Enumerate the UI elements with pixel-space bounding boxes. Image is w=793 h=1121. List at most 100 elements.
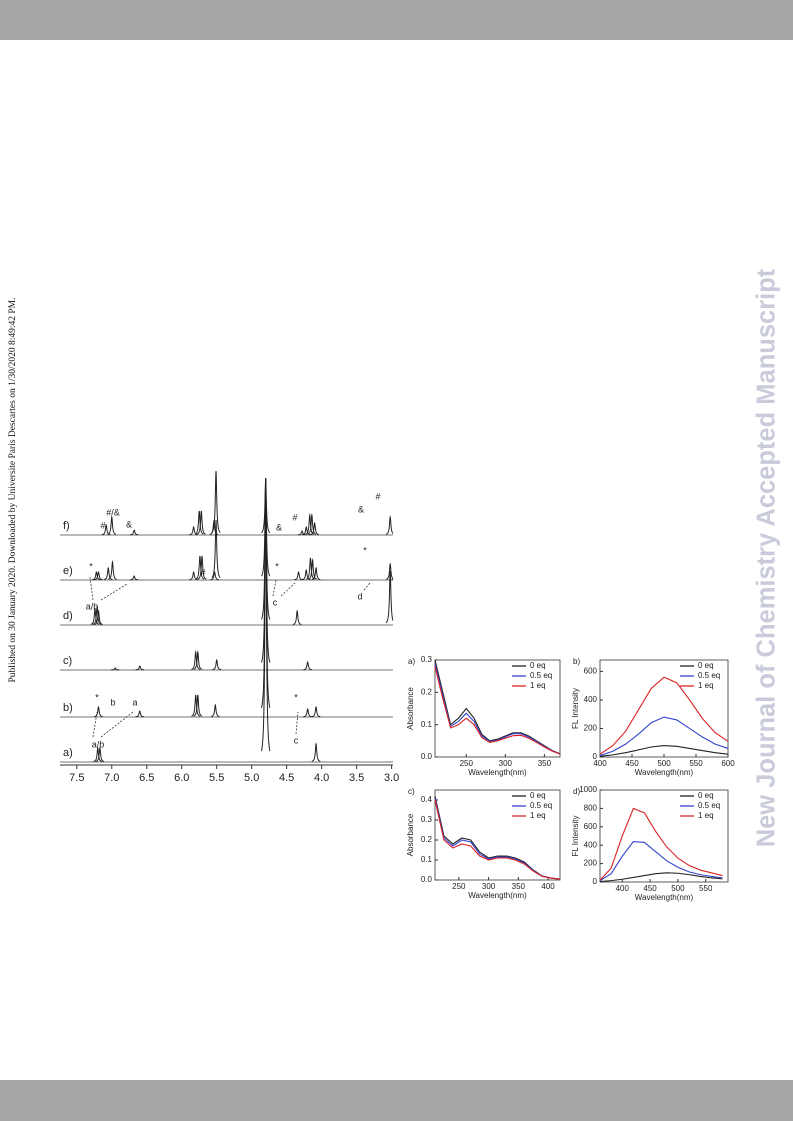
x-tick-label: 400 <box>541 882 555 891</box>
side-note: Published on 30 January 2020. Downloaded… <box>8 298 18 683</box>
series-line <box>599 872 723 883</box>
nmr-peak <box>303 708 312 718</box>
nmr-peak <box>294 571 303 581</box>
nmr-tick-label: 7.5 <box>69 772 84 784</box>
peak-annotation: * <box>89 561 93 571</box>
legend-label: 0 eq <box>698 791 714 800</box>
x-tick-label: 550 <box>689 759 703 768</box>
plot-frame <box>434 789 561 881</box>
trace-label: f) <box>63 520 70 532</box>
nmr-peak <box>94 705 103 718</box>
y-tick-label: 600 <box>584 667 598 676</box>
nmr-peak <box>311 566 321 581</box>
panel-label: b) <box>573 657 580 666</box>
nmr-peak <box>194 510 204 535</box>
y-axis-label: Absorbance <box>406 813 415 856</box>
nmr-peak <box>211 519 221 579</box>
nmr-tick-label: 5.0 <box>244 772 259 784</box>
nmr-peak <box>95 746 105 762</box>
plot-frame <box>434 659 561 758</box>
nmr-peak <box>197 555 207 580</box>
x-tick-label: 350 <box>538 759 552 768</box>
y-tick-label: 600 <box>584 822 598 831</box>
trace-label: c) <box>63 655 72 667</box>
nmr-peak <box>94 609 103 625</box>
series-line <box>434 659 561 755</box>
y-tick-label: 0 <box>593 752 598 761</box>
watermark: New Journal of Chemistry Accepted Manusc… <box>753 268 781 847</box>
panel-label: d) <box>573 787 580 796</box>
nmr-tick-label: 6.5 <box>139 772 154 784</box>
trace-label: e) <box>63 565 73 577</box>
peak-annotation: * <box>275 561 279 571</box>
y-tick-label: 0.0 <box>421 875 433 884</box>
legend-label: 1 eq <box>530 811 546 820</box>
trace-label: b) <box>63 702 73 714</box>
nmr-peak <box>210 571 219 581</box>
nmr-peak <box>191 650 201 670</box>
nmr-peak <box>90 607 100 625</box>
peak-annotation: c <box>294 735 299 745</box>
nmr-peak <box>385 570 394 624</box>
legend-label: 1 eq <box>530 681 546 690</box>
nmr-tick-label: 3.0 <box>384 772 399 784</box>
nmr-peak <box>107 515 117 535</box>
legend-label: 0.5 eq <box>698 671 720 680</box>
nmr-peak <box>301 526 311 536</box>
nmr-peak <box>308 558 317 580</box>
nmr-peak <box>193 650 203 670</box>
nmr-peak <box>94 571 103 581</box>
nmr-peak <box>189 526 198 536</box>
y-tick-label: 0.1 <box>421 720 433 729</box>
peak-annotation: # <box>100 520 105 530</box>
series-line <box>434 663 561 755</box>
y-axis-label: Absorbance <box>406 687 415 730</box>
x-axis-label: Wavelength(nm) <box>635 768 694 777</box>
legend-label: 0 eq <box>530 661 546 670</box>
y-tick-label: 1000 <box>579 785 597 794</box>
peak-annotation: a/b <box>86 601 99 611</box>
nmr-peak <box>311 705 321 718</box>
nmr-peak <box>297 530 307 536</box>
legend-label: 1 eq <box>698 811 714 820</box>
y-tick-label: 200 <box>584 724 598 733</box>
x-tick-label: 500 <box>657 759 671 768</box>
nmr-tick-label: 6.0 <box>174 772 189 784</box>
peak-annotation: a <box>132 697 137 707</box>
series-line <box>599 807 723 881</box>
y-tick-label: 0 <box>593 877 598 886</box>
y-axis-label: FL Intensity <box>571 815 580 856</box>
nmr-peak <box>111 667 120 671</box>
peak-annotation: #/& <box>106 507 120 517</box>
x-axis-label: Wavelength(nm) <box>468 891 527 900</box>
nmr-peak <box>306 557 315 580</box>
nmr-tick-label: 7.0 <box>104 772 119 784</box>
legend-label: 0 eq <box>530 791 546 800</box>
x-tick-label: 600 <box>721 759 735 768</box>
nmr-tick-label: 3.5 <box>349 772 364 784</box>
y-tick-label: 0.0 <box>421 752 433 761</box>
nmr-tick-label: 4.0 <box>314 772 329 784</box>
y-tick-label: 0.3 <box>421 655 433 664</box>
nmr-peak <box>385 562 394 580</box>
y-tick-label: 0.3 <box>421 815 433 824</box>
legend-label: 0.5 eq <box>530 801 552 810</box>
peak-annotation: # <box>200 567 205 577</box>
nmr-peak <box>135 710 145 718</box>
y-tick-label: 0.1 <box>421 855 433 864</box>
nmr-peak <box>212 658 222 671</box>
x-tick-label: 450 <box>643 884 657 893</box>
nmr-peak <box>211 703 220 718</box>
peak-annotation: a/b <box>92 739 105 749</box>
peak-annotation: d <box>357 591 362 601</box>
nmr-peak <box>93 746 103 762</box>
x-tick-label: 300 <box>499 759 513 768</box>
legend-label: 1 eq <box>698 681 714 690</box>
nmr-tick-label: 5.5 <box>209 772 224 784</box>
legend-label: 0.5 eq <box>698 801 720 810</box>
x-tick-label: 300 <box>482 882 496 891</box>
nmr-peak <box>193 694 203 717</box>
nmr-arrows <box>89 576 371 738</box>
nmr-peak <box>307 513 317 535</box>
